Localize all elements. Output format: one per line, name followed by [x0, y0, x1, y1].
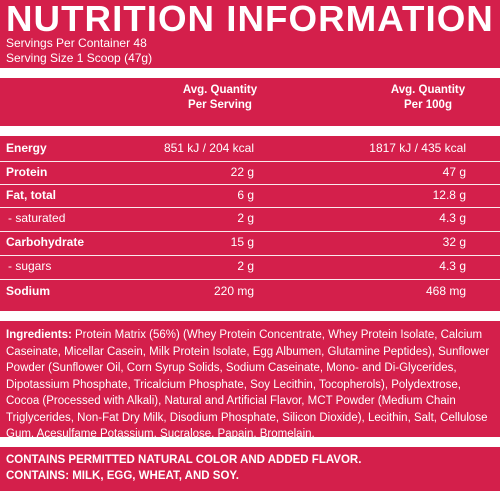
per-serving-value: 6 g: [237, 188, 254, 202]
header-per-100g: Avg. Quantity Per 100g: [358, 83, 498, 113]
nutrient-name: Fat, total: [6, 188, 56, 202]
nutrient-row-fat-total: Fat, total 6 g 12.8 g: [0, 185, 500, 205]
per-serving-value: 851 kJ / 204 kcal: [163, 141, 254, 155]
nutrient-name: Protein: [6, 165, 48, 179]
contains-color-flavor: CONTAINS PERMITTED NATURAL COLOR AND ADD…: [6, 454, 362, 466]
row-divider: [0, 279, 500, 280]
nutrient-row-carbohydrate: Carbohydrate 15 g 32 g: [0, 232, 500, 252]
contains-allergens: CONTAINS: MILK, EGG, WHEAT, AND SOY.: [6, 470, 239, 482]
nutrient-name: Carbohydrate: [6, 235, 85, 249]
ingredients-text: Protein Matrix (56%) (Whey Protein Conce…: [6, 329, 490, 440]
per-100g-value: 32 g: [442, 235, 466, 249]
per-serving-value: 15 g: [230, 235, 254, 249]
row-divider: [0, 207, 500, 208]
nutrient-name: - saturated: [8, 211, 66, 225]
header-per-serving: Avg. Quantity Per Serving: [150, 83, 290, 113]
header-thick-rule: [0, 126, 500, 136]
row-divider: [0, 231, 500, 232]
per-100g-value: 468 mg: [425, 284, 466, 298]
per-100g-value: 4.3 g: [439, 211, 466, 225]
top-thick-rule: [0, 68, 500, 78]
row-divider: [0, 161, 500, 162]
header-per-serving-line2: Per Serving: [188, 99, 252, 111]
per-100g-value: 12.8 g: [432, 188, 466, 202]
nutrient-row-energy: Energy 851 kJ / 204 kcal 1817 kJ / 435 k…: [0, 138, 500, 158]
header-per-serving-line1: Avg. Quantity: [182, 84, 258, 96]
per-serving-value: 220 mg: [213, 284, 254, 298]
ingredients-block: Ingredients: Protein Matrix (56%) (Whey …: [6, 327, 494, 443]
serving-size: Serving Size 1 Scoop (47g): [6, 51, 153, 65]
row-divider: [0, 184, 500, 185]
nutrient-name: Sodium: [6, 284, 50, 298]
nutrient-name: Energy: [6, 141, 47, 155]
servings-per-container: Servings Per Container 48: [6, 36, 147, 50]
nutrient-row-sugars: - sugars 2 g 4.3 g: [0, 256, 500, 276]
per-serving-value: 2 g: [237, 259, 254, 273]
per-serving-value: 22 g: [230, 165, 254, 179]
nutrient-name: - sugars: [8, 259, 52, 273]
nutrient-row-protein: Protein 22 g 47 g: [0, 162, 500, 182]
per-100g-value: 47 g: [442, 165, 466, 179]
table-bottom-thick-rule: [0, 311, 500, 321]
ingredients-bottom-thick-rule: [0, 437, 500, 447]
header-per-100g-line2: Per 100g: [404, 99, 452, 111]
nutrient-row-saturated: - saturated 2 g 4.3 g: [0, 208, 500, 228]
row-divider: [0, 255, 500, 256]
per-100g-value: 4.3 g: [439, 259, 466, 273]
panel-title: NUTRITION INFORMATION: [6, 0, 494, 39]
nutrient-row-sodium: Sodium 220 mg 468 mg: [0, 281, 500, 301]
header-per-100g-line1: Avg. Quantity: [390, 84, 466, 96]
per-serving-value: 2 g: [237, 211, 254, 225]
ingredients-label: Ingredients:: [6, 329, 72, 341]
per-100g-value: 1817 kJ / 435 kcal: [369, 141, 466, 155]
